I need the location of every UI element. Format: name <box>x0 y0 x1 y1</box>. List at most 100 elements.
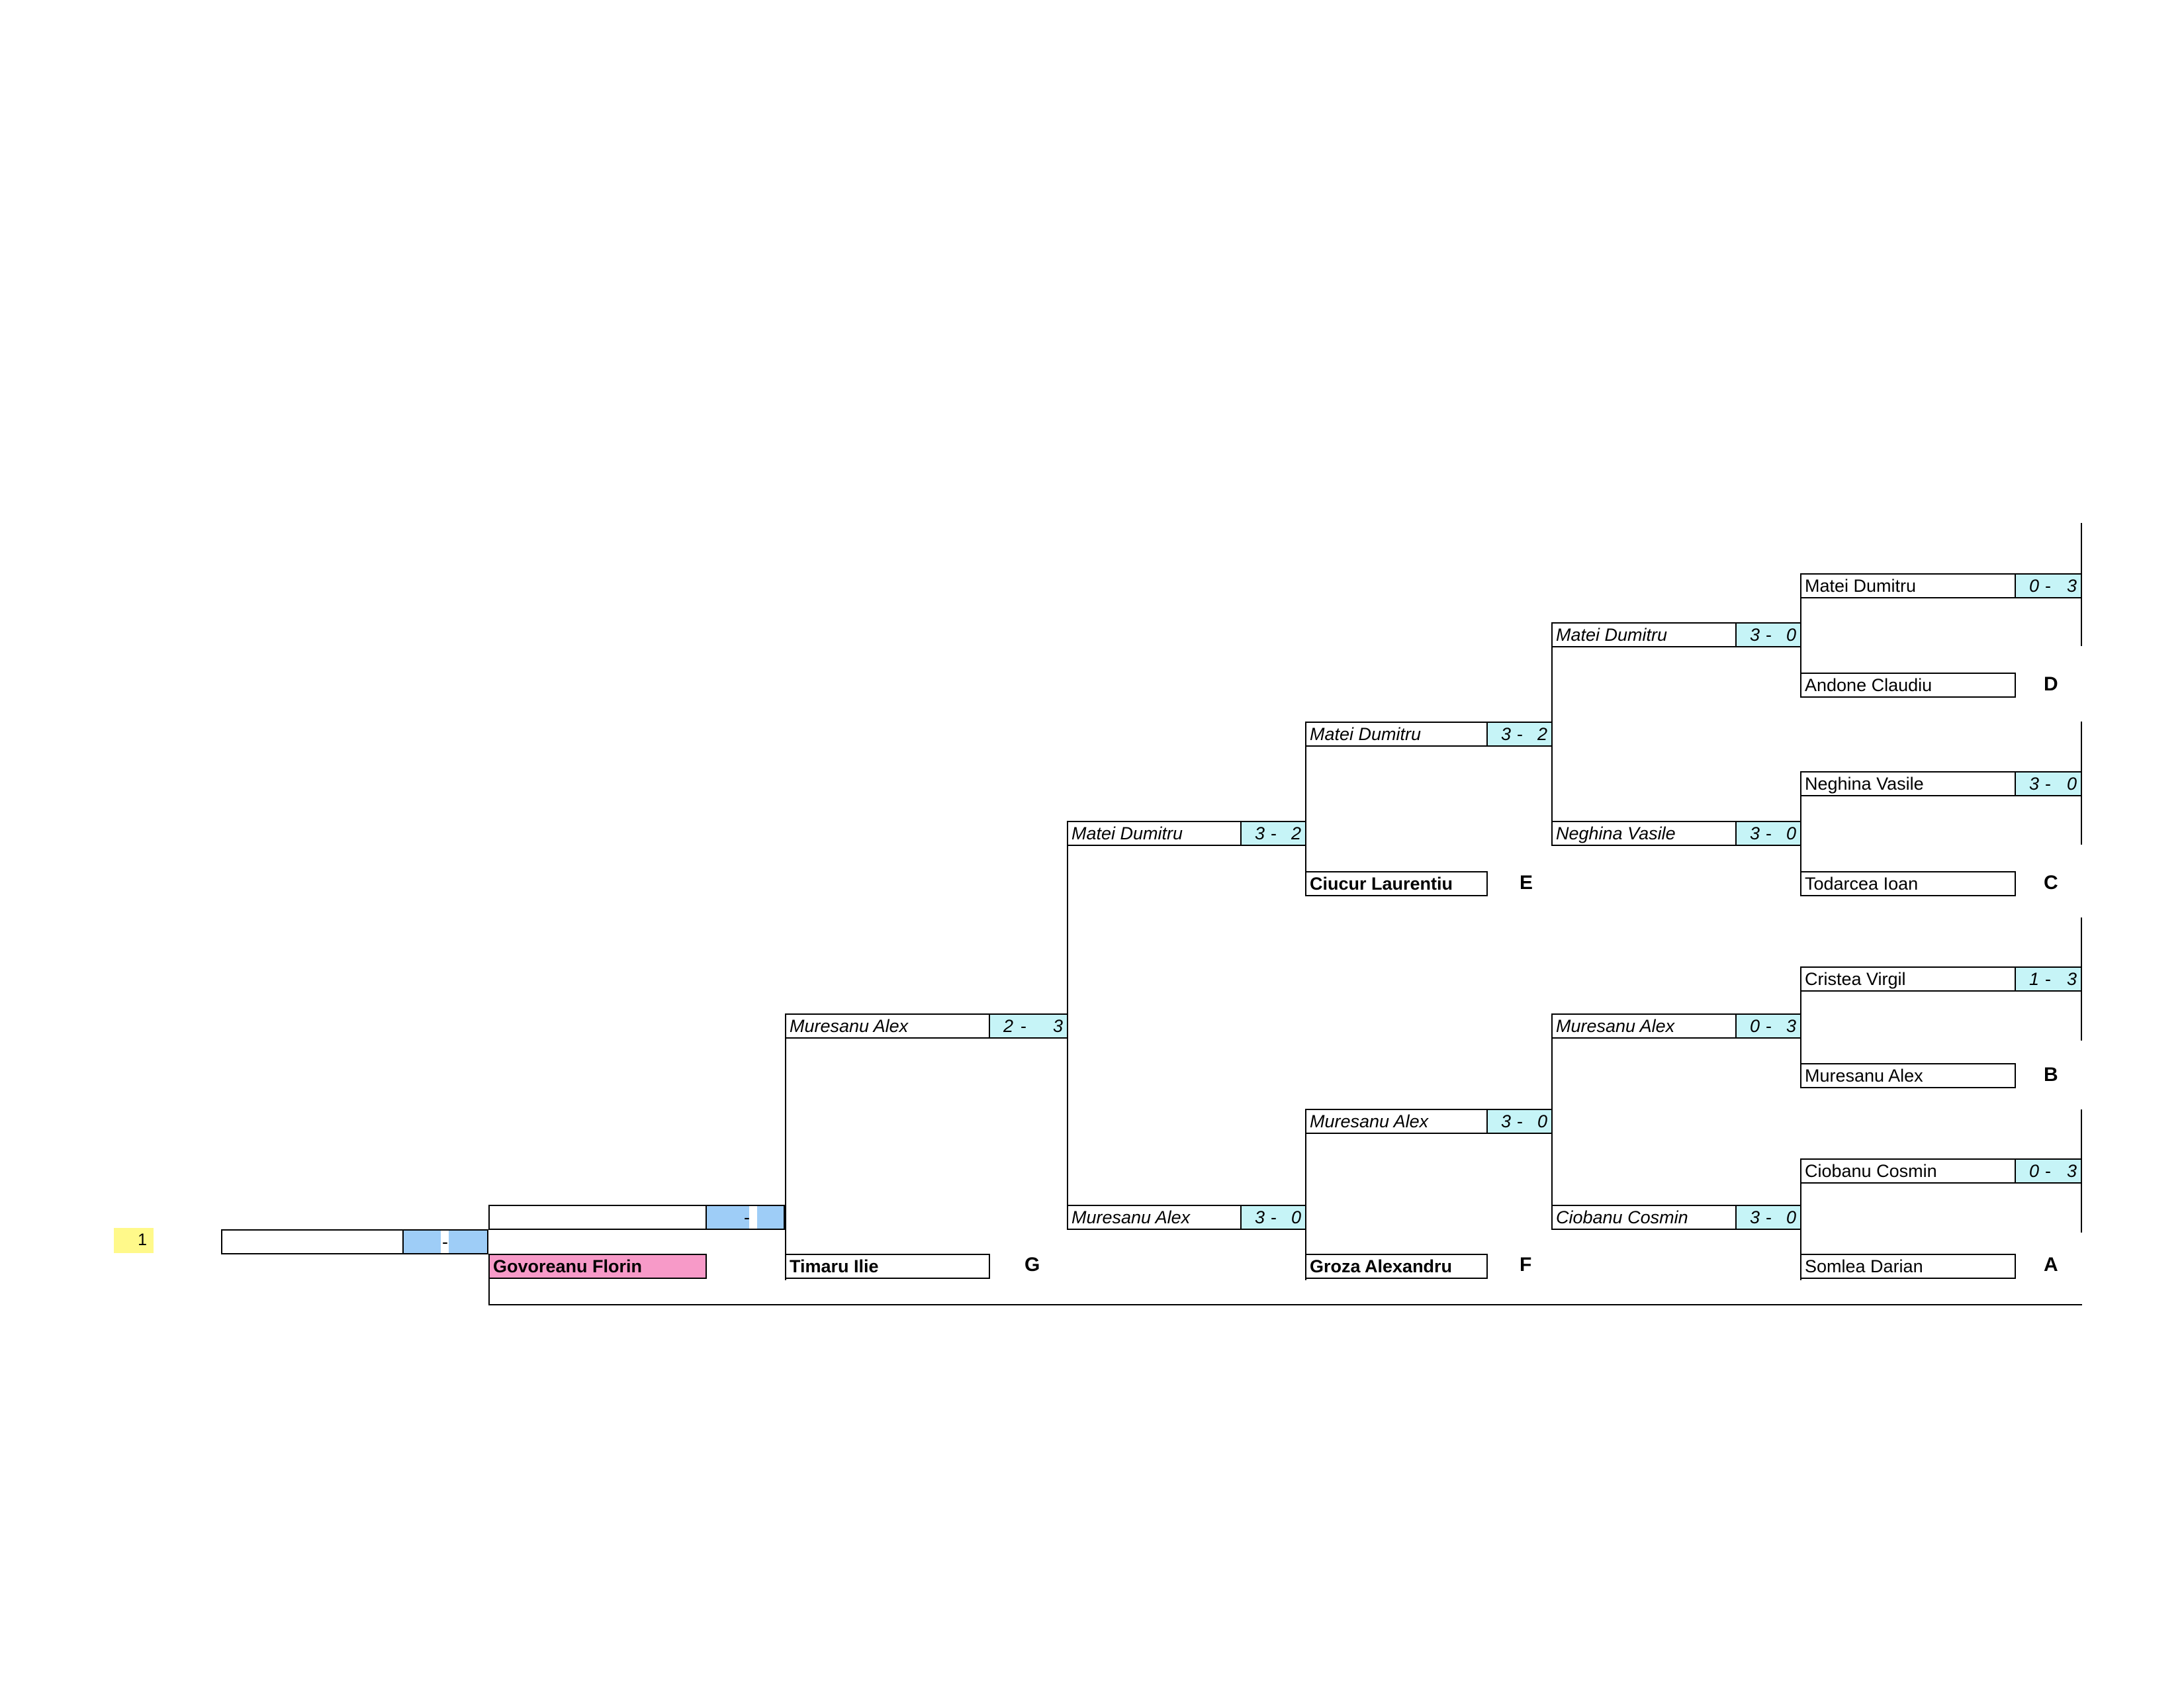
round-f-bottom-player[interactable]: Groza Alexandru <box>1305 1254 1488 1279</box>
round-2-score-2[interactable]: 3 - 0 <box>1737 821 1801 846</box>
round-g-top-player[interactable]: Muresanu Alex <box>785 1013 990 1039</box>
round-2-score-1[interactable]: 3 - 0 <box>1737 622 1801 647</box>
bracket-connector <box>488 1304 2082 1305</box>
score-b: 3 <box>1786 1016 1796 1036</box>
seed-number: 1 <box>114 1228 154 1253</box>
round-1-b-tag: B <box>2044 1064 2058 1086</box>
score-b: 2 <box>1537 724 1547 744</box>
round-2-score-3[interactable]: 0 - 3 <box>1737 1013 1801 1039</box>
score-b: 3 <box>2066 576 2077 596</box>
bracket-connector <box>1800 966 1801 1088</box>
score-a: 3 <box>1255 823 1265 843</box>
round-4-bottom-player[interactable]: Muresanu Alex <box>1067 1205 1242 1230</box>
score-dash: - <box>2045 576 2051 596</box>
round-4-bottom-score[interactable]: 3 - 0 <box>1242 1205 1306 1230</box>
bracket-connector <box>1067 822 1068 1225</box>
score-a: 0 <box>2029 576 2040 596</box>
round-2-player-3[interactable]: Muresanu Alex <box>1551 1013 1737 1039</box>
score-dash: - <box>1517 1111 1523 1131</box>
score-a: 0 <box>2029 1161 2040 1181</box>
score-dash: - <box>1766 823 1772 843</box>
round-4-top-player[interactable]: Matei Dumitru <box>1067 821 1242 846</box>
score-dash: - <box>2045 774 2051 794</box>
round-1-d-score[interactable]: 0 - 3 <box>2016 573 2082 598</box>
round-e-bottom-player[interactable]: Ciucur Laurentiu <box>1305 871 1488 896</box>
round-1-a-top-player[interactable]: Ciobanu Cosmin <box>1800 1158 2016 1184</box>
score-b: 0 <box>1537 1111 1547 1131</box>
final-top-player-box[interactable] <box>488 1205 707 1230</box>
score-b: 3 <box>2066 969 2077 989</box>
score-dash: - <box>1271 823 1277 843</box>
round-1-c-tag: C <box>2044 872 2058 894</box>
final-left-score[interactable]: - <box>404 1229 488 1254</box>
round-1-a-score[interactable]: 0 - 3 <box>2016 1158 2082 1184</box>
bracket-connector <box>1551 622 1553 846</box>
score-b: 0 <box>1786 1207 1796 1227</box>
round-f-tag: F <box>1520 1254 1532 1276</box>
score-b: 2 <box>1291 823 1301 843</box>
score-a: 0 <box>1750 1016 1760 1036</box>
round-f-top-player[interactable]: Muresanu Alex <box>1305 1109 1488 1134</box>
score-dash: - <box>2045 969 2051 989</box>
round-f-top-score[interactable]: 3 - 0 <box>1488 1109 1553 1134</box>
score-dash: - <box>1766 625 1772 645</box>
final-top-score[interactable]: - <box>707 1205 785 1230</box>
round-e-top-score[interactable]: 3 - 2 <box>1488 722 1553 747</box>
bracket-connector <box>488 1279 490 1305</box>
round-1-c-top-player[interactable]: Neghina Vasile <box>1800 771 2016 796</box>
bracket-connector <box>1305 722 1306 892</box>
score-b: 0 <box>2066 774 2077 794</box>
round-1-c-score[interactable]: 3 - 0 <box>2016 771 2082 796</box>
score-a: 3 <box>1255 1207 1265 1227</box>
score-a: 3 <box>1750 1207 1760 1227</box>
bracket-connector <box>1551 1013 1553 1230</box>
score-dash: - <box>1517 724 1523 744</box>
score-a: 3 <box>2029 774 2040 794</box>
round-1-b-bottom-player[interactable]: Muresanu Alex <box>1800 1063 2016 1088</box>
score-dash: - <box>1021 1016 1026 1036</box>
score-b: 3 <box>2066 1161 2077 1181</box>
score-a: 2 <box>1003 1016 1014 1036</box>
bracket-edge-line <box>2081 722 2082 845</box>
round-1-a-tag: A <box>2044 1254 2058 1276</box>
bracket-edge-line <box>2081 917 2082 1041</box>
round-2-player-4[interactable]: Ciobanu Cosmin <box>1551 1205 1737 1230</box>
round-1-d-bottom-player[interactable]: Andone Claudiu <box>1800 673 2016 698</box>
final-left-score-dash: - <box>442 1232 448 1252</box>
score-b: 0 <box>1786 823 1796 843</box>
final-top-score-dash: - <box>744 1207 750 1227</box>
score-b: 3 <box>1052 1016 1063 1036</box>
round-g-tag: G <box>1024 1254 1040 1276</box>
round-2-player-1[interactable]: Matei Dumitru <box>1551 622 1737 647</box>
round-g-top-score[interactable]: 2 - 3 <box>990 1013 1068 1039</box>
round-e-top-player[interactable]: Matei Dumitru <box>1305 722 1488 747</box>
final-left-player-box[interactable] <box>221 1229 404 1254</box>
round-g-bottom-player[interactable]: Timaru Ilie <box>785 1254 990 1279</box>
round-1-c-bottom-player[interactable]: Todarcea Ioan <box>1800 871 2016 896</box>
bracket-connector <box>1800 1158 1801 1280</box>
bracket-edge-line <box>2081 523 2082 646</box>
round-1-d-tag: D <box>2044 673 2058 695</box>
round-1-a-bottom-player[interactable]: Somlea Darian <box>1800 1254 2016 1279</box>
score-a: 3 <box>1750 625 1760 645</box>
round-1-d-top-player[interactable]: Matei Dumitru <box>1800 573 2016 598</box>
score-a: 3 <box>1501 724 1512 744</box>
score-a: 3 <box>1501 1111 1512 1131</box>
bracket-connector <box>1800 771 1801 896</box>
round-2-player-2[interactable]: Neghina Vasile <box>1551 821 1737 846</box>
score-b: 0 <box>1786 625 1796 645</box>
bracket-connector <box>1800 575 1801 698</box>
round-1-b-score[interactable]: 1 - 3 <box>2016 966 2082 992</box>
bracket-connector <box>785 1019 786 1280</box>
round-e-tag: E <box>1520 872 1533 894</box>
round-1-b-top-player[interactable]: Cristea Virgil <box>1800 966 2016 992</box>
bracket-connector <box>1305 1109 1306 1280</box>
score-dash: - <box>2045 1161 2051 1181</box>
round-2-score-4[interactable]: 3 - 0 <box>1737 1205 1801 1230</box>
round-4-top-score[interactable]: 3 - 2 <box>1242 821 1306 846</box>
score-dash: - <box>1766 1016 1772 1036</box>
score-dash: - <box>1271 1207 1277 1227</box>
score-b: 0 <box>1291 1207 1301 1227</box>
final-bottom-player[interactable]: Govoreanu Florin <box>488 1254 707 1279</box>
